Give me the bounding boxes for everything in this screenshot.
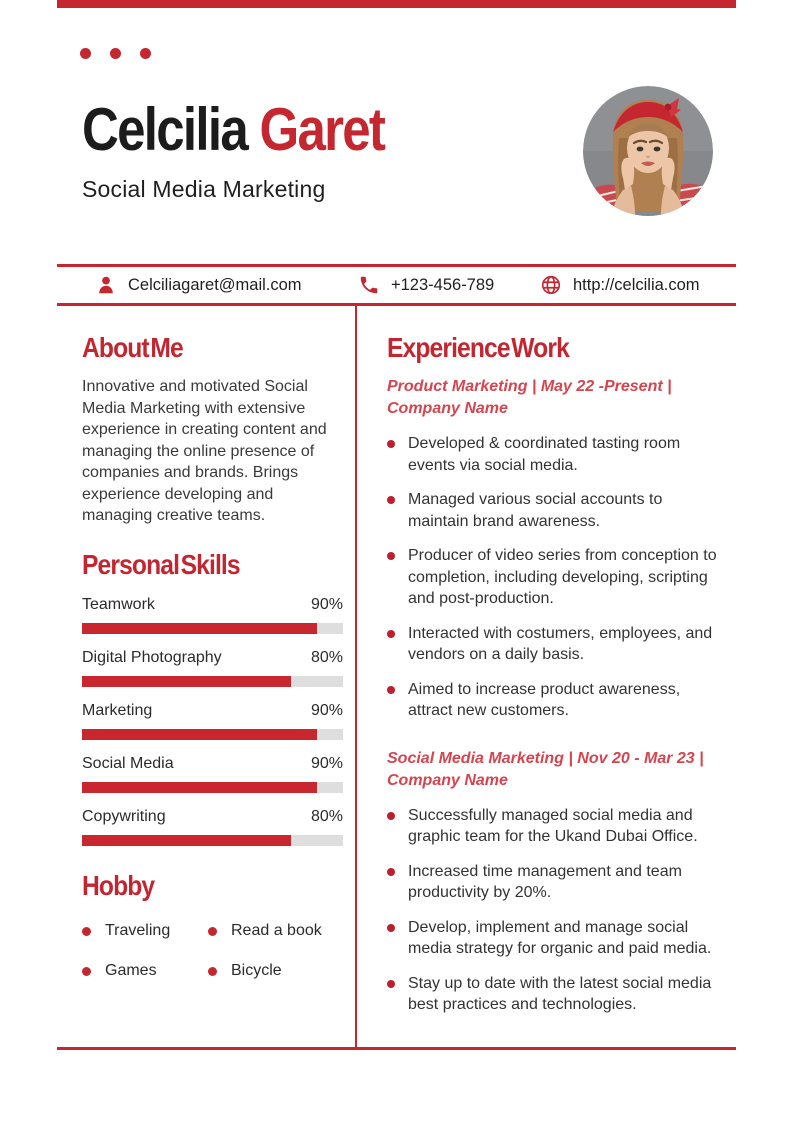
job-bullet: Developed & coordinated tasting room eve… — [387, 433, 720, 476]
decorative-dots — [80, 48, 793, 59]
skill-percent: 90% — [310, 595, 343, 613]
job-entry: Product Marketing | May 22 -Present | Co… — [387, 376, 720, 722]
skill-label: Copywriting — [82, 807, 166, 825]
skill-percent: 80% — [310, 807, 343, 825]
skill-bar-fill — [82, 675, 291, 687]
skill-bar-track — [82, 622, 343, 634]
job-bullet: Managed various social accounts to maint… — [387, 489, 720, 532]
bullet-dot-icon — [387, 923, 395, 932]
job-bullet: Stay up to date with the latest social m… — [387, 973, 720, 1016]
skill-bar-fill — [82, 728, 317, 740]
hobby-label: Read a book — [231, 922, 322, 940]
website-text: http://celcilia.com — [573, 275, 700, 294]
hobby-label: Traveling — [105, 922, 171, 940]
skill-bar-fill — [82, 834, 291, 846]
job-bullet: Aimed to increase product awareness, att… — [387, 679, 720, 722]
contact-bar: Celciliagaret@mail.com +123-456-789 http… — [57, 264, 736, 306]
skill-bar-track — [82, 728, 343, 740]
job-bullet: Develop, implement and manage social med… — [387, 917, 720, 960]
skill-bar-track — [82, 781, 343, 793]
skill-label: Digital Photography — [82, 648, 222, 666]
right-column: Experience Work Product Marketing | May … — [355, 306, 736, 1047]
skill-row: Digital Photography 80% — [82, 649, 343, 687]
bullet-dot-icon — [387, 496, 395, 505]
phone-icon — [360, 276, 378, 294]
job-bullet: Interacted with costumers, employees, an… — [387, 623, 720, 666]
content-columns: About Me Innovative and motivated Social… — [57, 306, 736, 1050]
experience-heading: Experience Work — [387, 332, 570, 363]
profile-photo — [583, 86, 713, 216]
hobby-item: Read a book — [208, 922, 343, 940]
header: Celcilia Garet Social Media Marketing — [82, 86, 713, 216]
person-icon — [99, 276, 113, 294]
person-name: Celcilia Garet — [82, 100, 386, 160]
skill-percent: 80% — [310, 648, 343, 666]
bullet-dot-icon — [387, 629, 395, 638]
skill-label: Teamwork — [82, 595, 155, 613]
hobby-label: Bicycle — [231, 962, 282, 980]
skill-percent: 90% — [310, 754, 343, 772]
skill-bar-track — [82, 675, 343, 687]
bullet-dot-icon — [387, 552, 395, 561]
job-title: Social Media Marketing | Nov 20 - Mar 23… — [387, 749, 704, 789]
portrait-illustration — [583, 86, 713, 216]
left-column: About Me Innovative and motivated Social… — [57, 306, 355, 1047]
job-bullet-list: Developed & coordinated tasting room eve… — [387, 433, 720, 722]
email-text: Celciliagaret@mail.com — [128, 275, 302, 294]
first-name: Celcilia — [82, 96, 249, 163]
job-bullet-list: Successfully managed social media and gr… — [387, 805, 720, 1016]
skill-row: Marketing 90% — [82, 702, 343, 740]
hobby-item: Traveling — [82, 922, 208, 940]
bullet-dot-icon — [387, 440, 395, 449]
job-title: Product Marketing | May 22 -Present | Co… — [387, 378, 672, 418]
hobby-item: Games — [82, 962, 208, 980]
contact-email[interactable]: Celciliagaret@mail.com — [95, 274, 358, 296]
red-dot — [110, 48, 121, 59]
skill-bar-fill — [82, 622, 317, 634]
job-entry: Social Media Marketing | Nov 20 - Mar 23… — [387, 748, 720, 1016]
job-subtitle: Social Media Marketing — [82, 176, 326, 202]
about-heading: About Me — [82, 332, 184, 363]
bullet-dot-icon — [387, 811, 395, 820]
about-text: Innovative and motivated Social Media Ma… — [82, 378, 327, 525]
bullet-dot-icon — [208, 926, 217, 936]
bullet-dot-icon — [387, 979, 395, 988]
phone-text: +123-456-789 — [391, 275, 495, 294]
name-block: Celcilia Garet Social Media Marketing — [82, 86, 438, 203]
skills-heading: Personal Skills — [82, 548, 241, 580]
job-bullet: Successfully managed social media and gr… — [387, 805, 720, 848]
skill-label: Marketing — [82, 701, 153, 719]
bullet-dot-icon — [82, 966, 91, 976]
skills-list: Teamwork 90% Digital Photography 80% Mar… — [82, 596, 343, 846]
skill-row: Social Media 90% — [82, 755, 343, 793]
contact-phone[interactable]: +123-456-789 — [358, 274, 540, 296]
globe-icon — [541, 275, 561, 295]
hobby-label: Games — [105, 962, 157, 980]
red-dot — [140, 48, 151, 59]
top-accent-bar — [57, 0, 736, 8]
hobby-heading: Hobby — [82, 869, 155, 901]
skill-percent: 90% — [310, 701, 343, 719]
bullet-dot-icon — [208, 966, 217, 976]
contact-website[interactable]: http://celcilia.com — [540, 274, 700, 296]
hobby-item: Bicycle — [208, 962, 343, 980]
bullet-dot-icon — [387, 685, 395, 694]
bullet-dot-icon — [82, 926, 91, 936]
job-bullet: Producer of video series from conception… — [387, 545, 720, 610]
red-dot — [80, 48, 91, 59]
last-name: Garet — [259, 96, 385, 163]
hobby-list: Traveling Read a book Games Bicycle — [82, 922, 343, 980]
skill-row: Copywriting 80% — [82, 808, 343, 846]
skill-label: Social Media — [82, 754, 174, 772]
skill-row: Teamwork 90% — [82, 596, 343, 634]
skill-bar-fill — [82, 781, 317, 793]
skill-bar-track — [82, 834, 343, 846]
job-bullet: Increased time management and team produ… — [387, 861, 720, 904]
bullet-dot-icon — [387, 867, 395, 876]
